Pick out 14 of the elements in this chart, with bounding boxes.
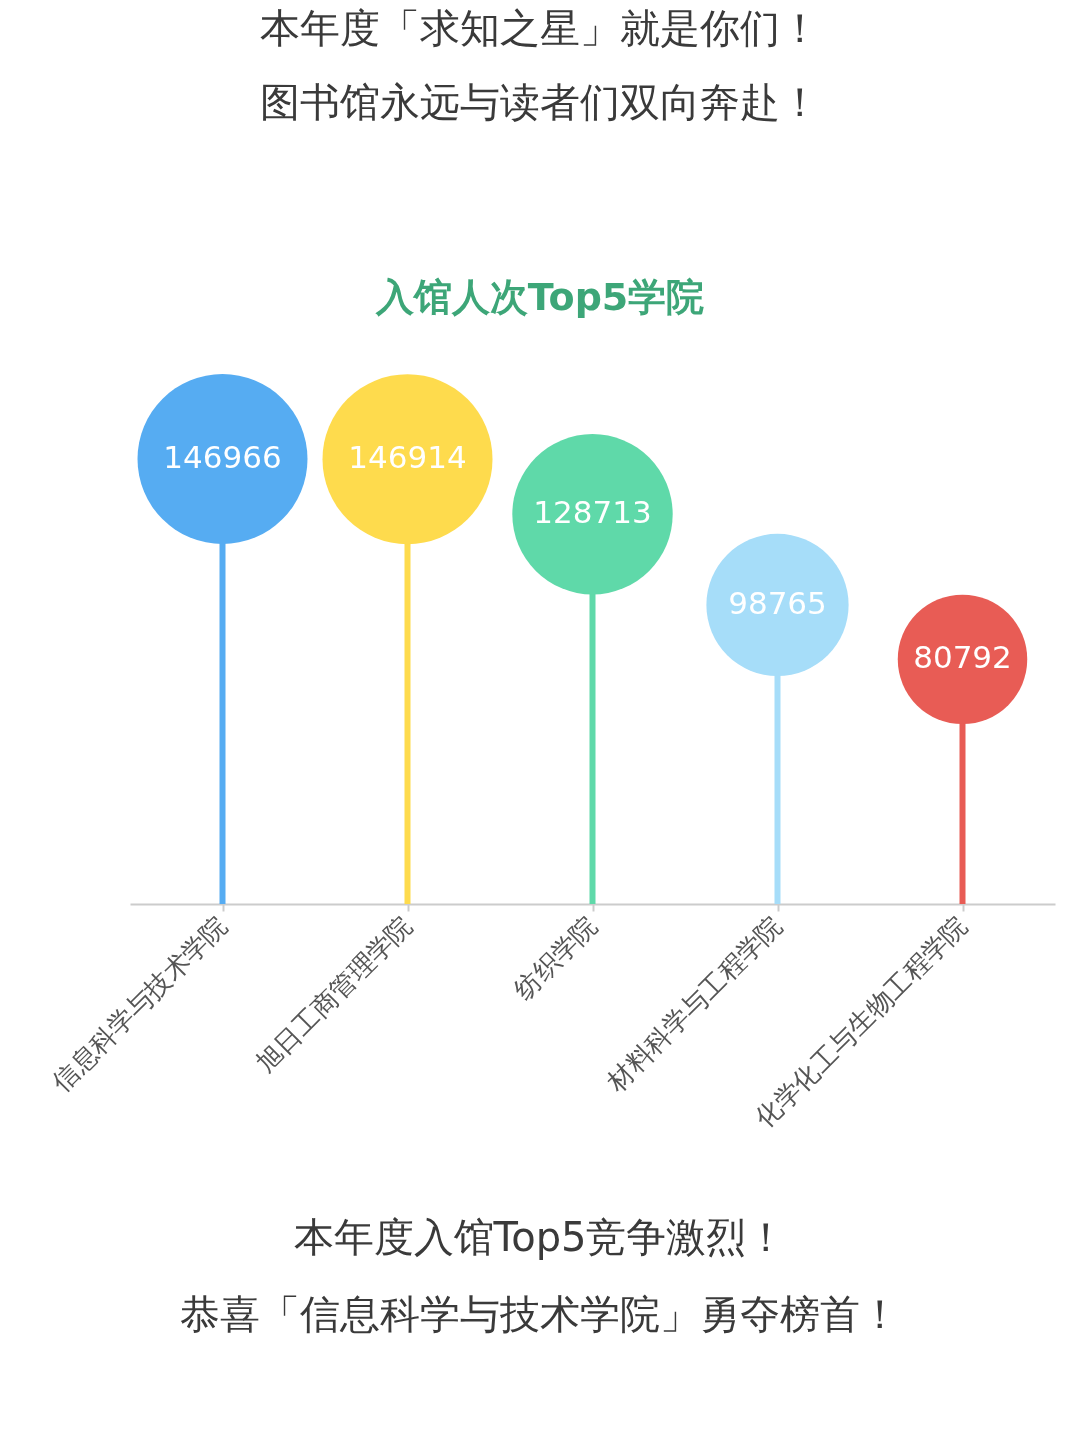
data-label: 80792	[913, 639, 1012, 676]
chart-title: 入馆人次Top5学院	[374, 275, 705, 319]
text: 本年度入馆Top5竞争激烈！	[293, 1214, 787, 1260]
data-label: 98765	[728, 584, 827, 621]
x-tick-label: 旭日工商管理学院	[249, 910, 418, 1079]
text: 图书馆永远与读者们双向奔赴！	[260, 79, 820, 125]
data-label: 146966	[163, 439, 282, 475]
text: 本年度「求知之星」就是你们！	[260, 5, 820, 51]
point	[512, 434, 673, 595]
data-label: 146914	[348, 439, 467, 476]
x-tick-label: 信息科学与技术学院	[46, 910, 233, 1097]
text: 恭喜「信息科学与技术学院」勇夺榜首！	[180, 1291, 900, 1337]
data-label: 128713	[533, 494, 652, 531]
x-tick-label: 纺织学院	[508, 910, 603, 1005]
